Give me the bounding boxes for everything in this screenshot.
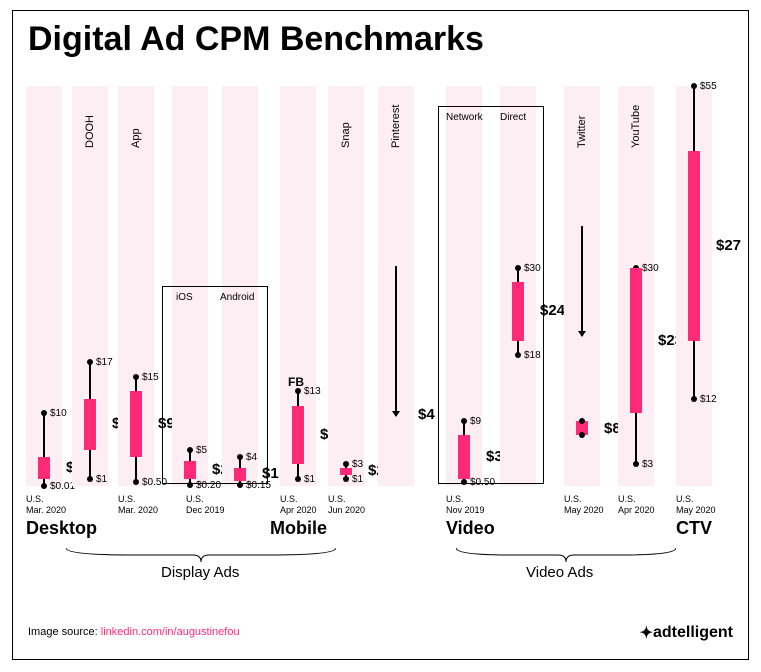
group-box: [438, 106, 544, 484]
brace: [66, 546, 336, 564]
range-dot: [295, 476, 301, 482]
arrow-icon: [395, 266, 397, 416]
whisker-bar: [630, 268, 642, 413]
category-label: DOOH: [84, 115, 96, 148]
high-label: $15: [142, 372, 159, 383]
brace: [456, 546, 676, 564]
group-label: CTV: [676, 518, 712, 539]
whisker-bar: [38, 457, 50, 479]
median-label: $27: [716, 237, 741, 254]
box-label: Direct: [500, 112, 526, 124]
whisker-bar: [340, 468, 352, 475]
chart-area: $10$0.01$2DOOH$17$1$7App$15$0.50$9$5$0.2…: [26, 86, 734, 486]
category-label: App: [130, 128, 142, 148]
whisker-bar: [292, 406, 304, 464]
category-label: Twitter: [576, 116, 588, 148]
whisker-bar: [84, 399, 96, 450]
category-label: YouTube: [630, 105, 642, 148]
group-label: Video: [446, 518, 495, 539]
whisker-bar: [688, 151, 700, 340]
high-label: $13: [304, 386, 321, 397]
category-label: Snap: [340, 122, 352, 148]
brand-logo: ✦adtelligent: [640, 622, 733, 642]
date-label: U.S.Mar. 2020: [118, 494, 158, 517]
high-label: $30: [642, 263, 659, 274]
low-label: $1: [352, 474, 363, 485]
group-label: Mobile: [270, 518, 327, 539]
date-label: U.S.Nov 2019: [446, 494, 485, 517]
brand-name: adtelligent: [653, 624, 733, 641]
range-dot: [691, 396, 697, 402]
high-label: $17: [96, 357, 113, 368]
brace-label: Video Ads: [526, 564, 593, 581]
whisker-bar: [130, 391, 142, 456]
group-label: Desktop: [26, 518, 97, 539]
date-label: U.S.May 2020: [564, 494, 604, 517]
low-label: $12: [700, 394, 717, 405]
range-dot: [41, 483, 47, 489]
box-label: Network: [446, 112, 483, 124]
high-label: $55: [700, 81, 717, 92]
arrow-icon: [581, 226, 583, 336]
box-label: iOS: [176, 292, 193, 304]
range-dot: [87, 476, 93, 482]
low-label: $3: [642, 459, 653, 470]
date-label: U.S.Dec 2019: [186, 494, 225, 517]
brace-label: Display Ads: [161, 564, 239, 581]
footer-link[interactable]: linkedin.com/in/augustinefou: [101, 626, 240, 638]
low-label: $1: [96, 474, 107, 485]
date-label: U.S.May 2020: [676, 494, 716, 517]
range-dot: [343, 476, 349, 482]
range-dot: [691, 83, 697, 89]
date-label: U.S.Jun 2020: [328, 494, 365, 517]
date-label: U.S.Mar. 2020: [26, 494, 66, 517]
category-label: Pinterest: [390, 105, 402, 148]
range-dot: [133, 374, 139, 380]
footer: Image source: linkedin.com/in/augustinef…: [28, 626, 240, 638]
page-title: Digital Ad CPM Benchmarks: [28, 20, 484, 59]
low-label: $1: [304, 474, 315, 485]
group-box: [162, 286, 268, 484]
date-label: U.S.Apr 2020: [280, 494, 317, 517]
bolt-icon: ✦: [640, 623, 653, 643]
median-label: $4: [418, 406, 435, 423]
box-label: Android: [220, 292, 254, 304]
date-label: U.S.Apr 2020: [618, 494, 655, 517]
high-label: $3: [352, 459, 363, 470]
high-label: $10: [50, 408, 67, 419]
footer-prefix: Image source:: [28, 626, 101, 638]
